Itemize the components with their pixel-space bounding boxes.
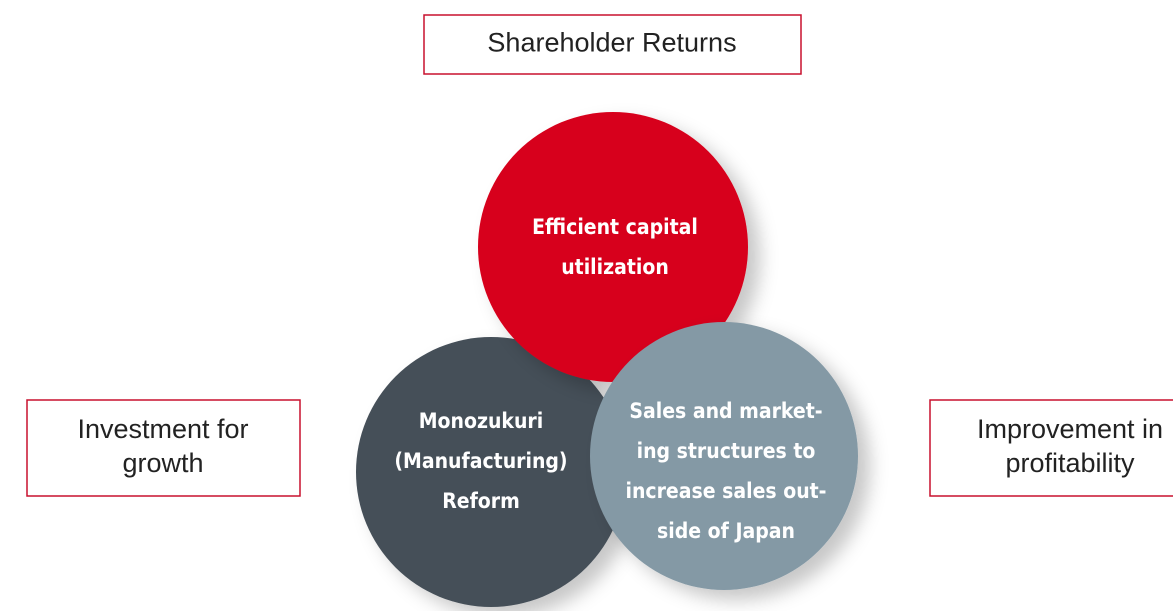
box-label: Shareholder Returns xyxy=(487,28,736,58)
boxes: Shareholder Returns Investment for growth I… xyxy=(26,14,1173,497)
label-box xyxy=(26,399,301,497)
circle-label: side of Japan xyxy=(657,519,795,543)
circle-label: Reform xyxy=(442,489,520,513)
circle-label: utilization xyxy=(561,255,669,279)
box-label: Improvement in xyxy=(977,414,1163,444)
circle-label: Sales and market- xyxy=(629,399,822,423)
circle xyxy=(590,322,858,590)
circle-label: Efficient capital xyxy=(532,215,698,239)
circles: Efficient capital utilization Monozukuri (M… xyxy=(356,112,858,607)
circle xyxy=(356,337,626,607)
box-label: growth xyxy=(122,448,203,478)
circle-label: ing structures to xyxy=(637,439,816,463)
box-label: Investment for xyxy=(77,414,248,444)
label-box xyxy=(423,14,802,75)
box-label: profitability xyxy=(1005,448,1135,478)
circle-label: increase sales out- xyxy=(625,479,826,503)
circle xyxy=(478,112,748,382)
circle-label: (Manufacturing) xyxy=(394,449,567,473)
label-box xyxy=(929,399,1173,497)
circle-label: Monozukuri xyxy=(419,409,543,433)
